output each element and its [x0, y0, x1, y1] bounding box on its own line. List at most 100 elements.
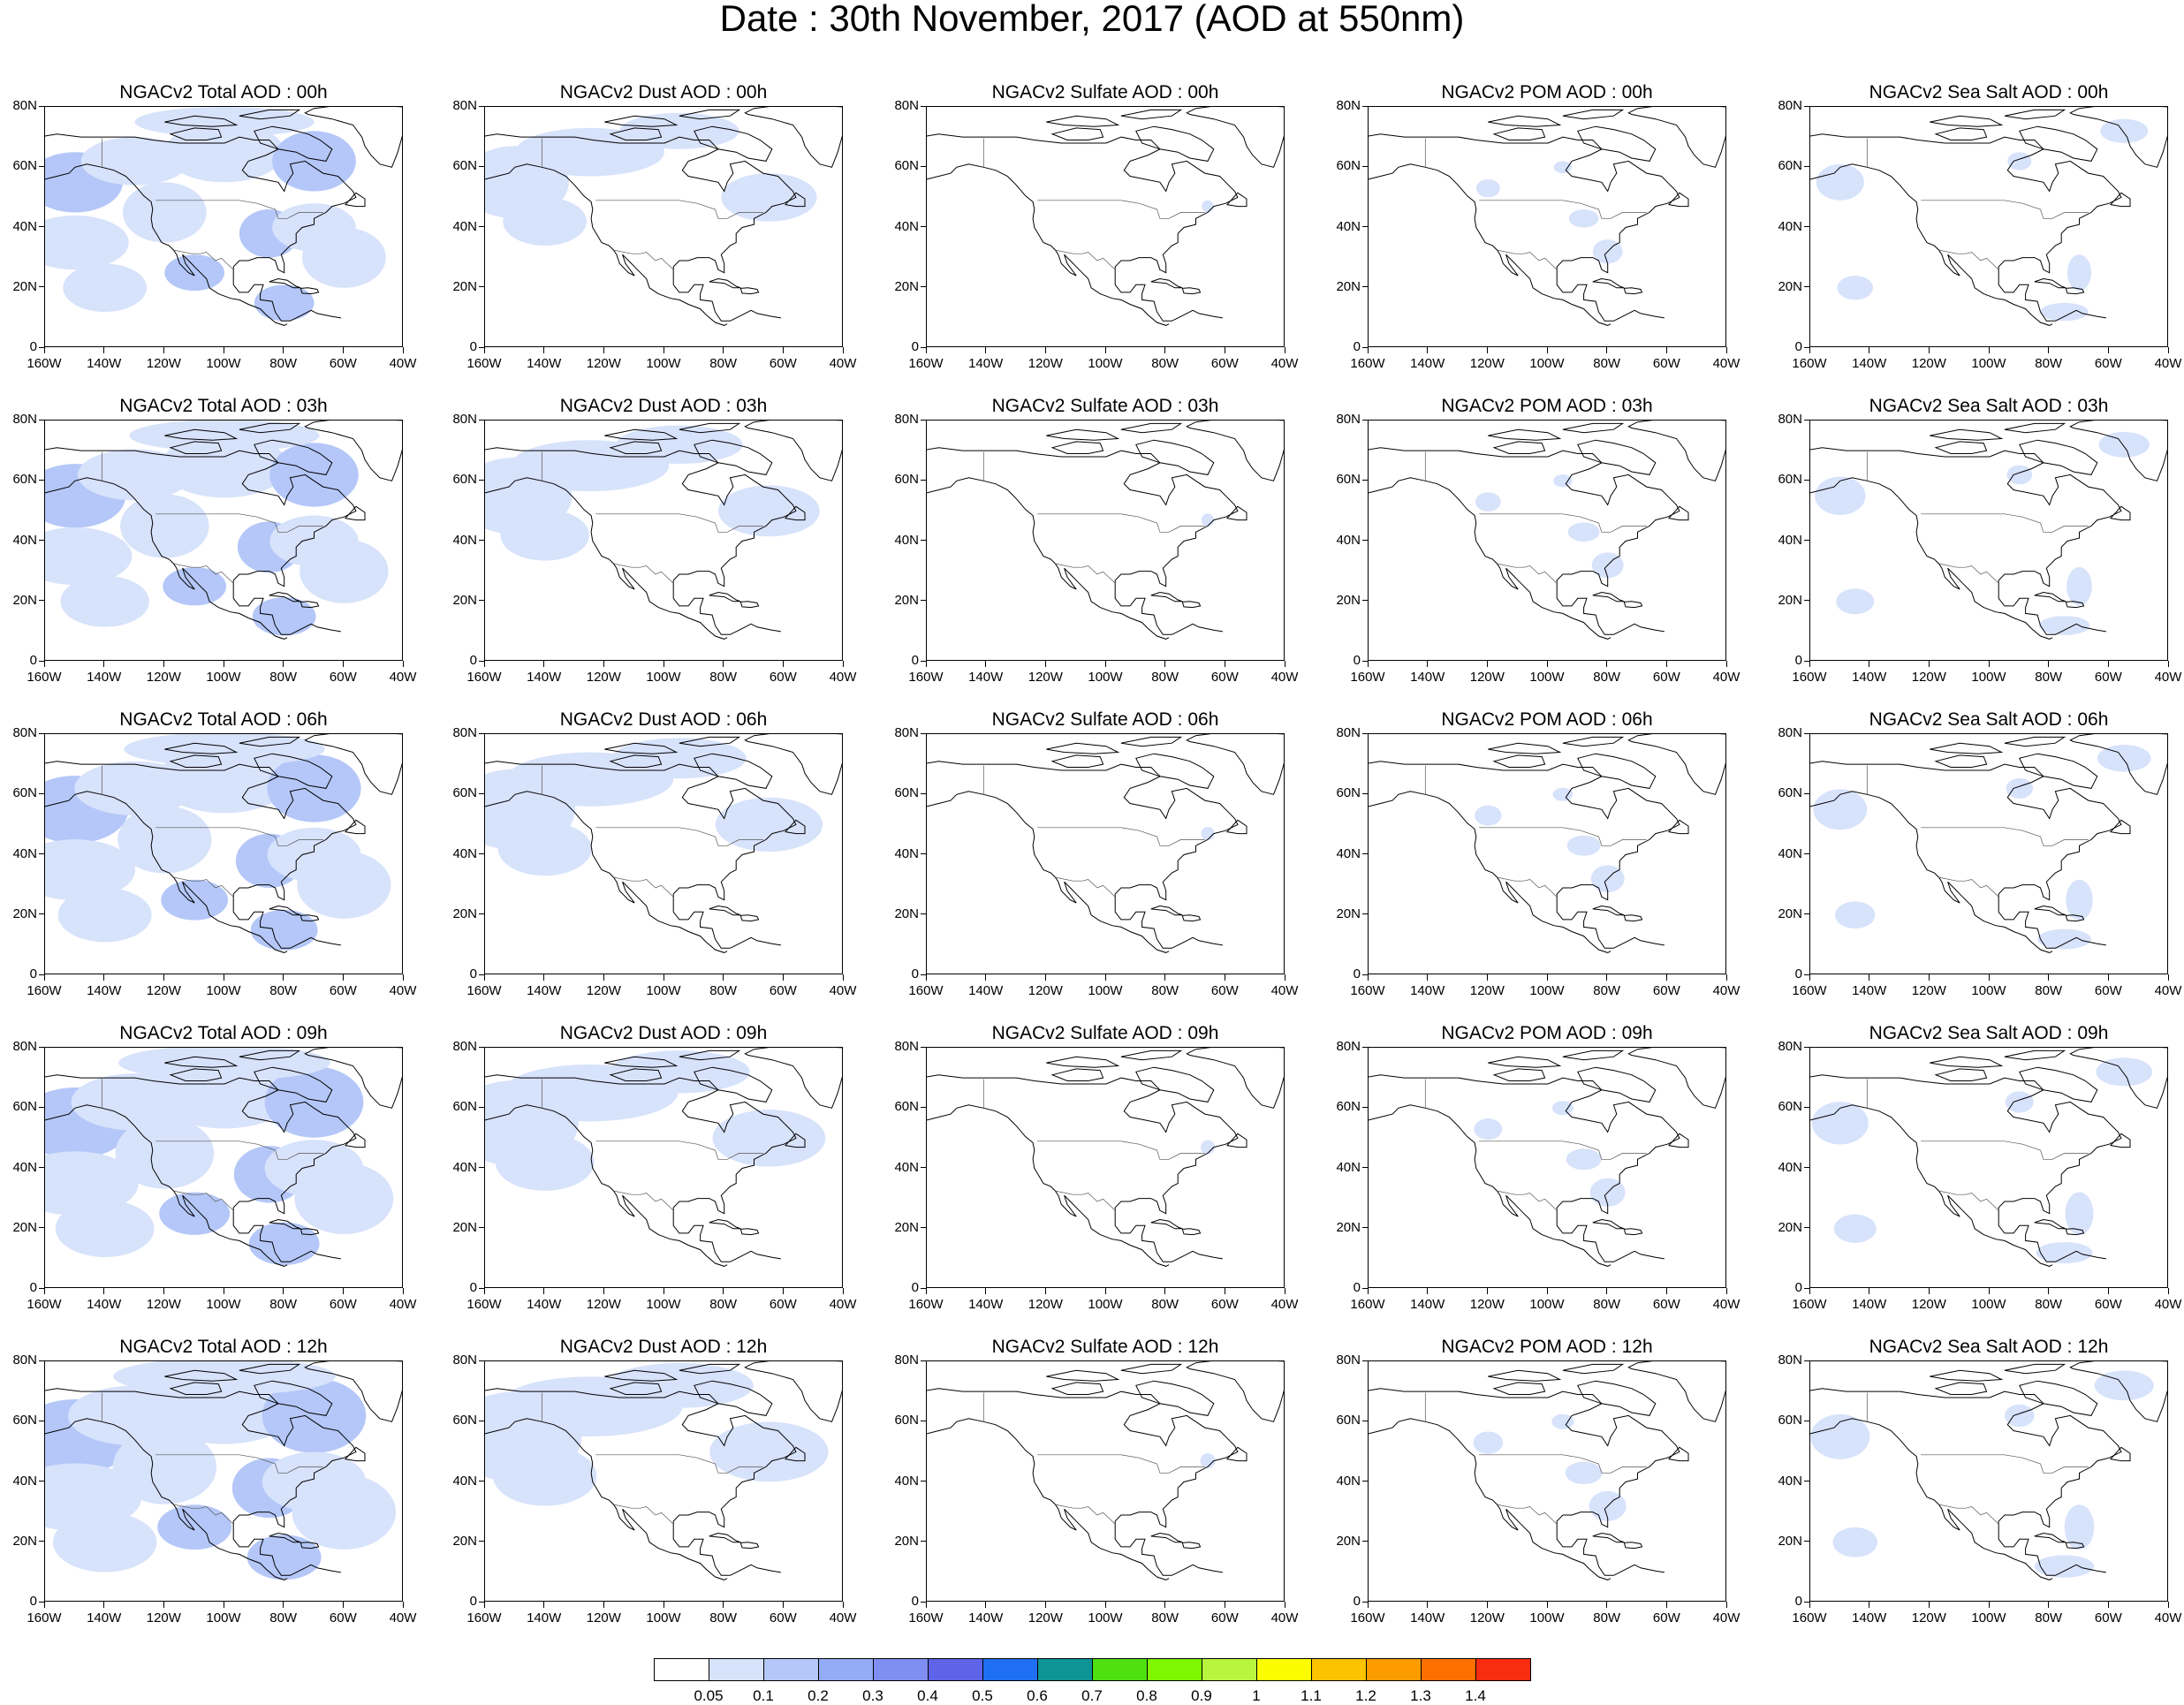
coastline — [269, 905, 301, 916]
y-tick-mark — [479, 1046, 484, 1048]
coastline — [2019, 753, 2098, 789]
panel-pom-09h-map-svg — [1369, 1048, 1725, 1267]
y-tick-mark — [1804, 1287, 1809, 1289]
x-tick-mark — [543, 347, 545, 353]
coastline — [485, 133, 797, 322]
aod-shading — [1475, 492, 1501, 512]
x-tick-mark — [1367, 974, 1369, 981]
y-tick-label: 40N — [452, 1473, 477, 1489]
aod-shading — [1551, 1101, 1574, 1116]
aod-shading — [605, 1362, 754, 1408]
aod-shading — [1201, 826, 1215, 841]
x-tick-label: 60W — [769, 1610, 797, 1625]
panel-total-09h-map-svg — [45, 1048, 402, 1267]
x-tick-label: 80W — [2035, 983, 2063, 998]
coastline — [1050, 1382, 1104, 1395]
y-tick-mark — [39, 732, 44, 734]
colorbar-label: 0.4 — [917, 1687, 938, 1704]
y-tick-label: 80N — [1778, 1353, 1802, 1368]
coastline — [604, 1369, 679, 1382]
x-tick-label: 80W — [2035, 356, 2063, 371]
coastline — [485, 791, 728, 953]
panel-sulfate-03h-map — [926, 420, 1285, 661]
y-tick-mark — [921, 660, 926, 662]
panel-dust-09h-title: NGACv2 Dust AOD : 09h — [559, 1023, 768, 1043]
country-border — [155, 1140, 323, 1160]
panel-pom-00h-map-svg — [1369, 107, 1725, 326]
panel-dust-12h-map-svg — [485, 1361, 842, 1580]
coastline — [2110, 505, 2131, 521]
x-tick-label: 160W — [908, 670, 944, 685]
x-tick-mark — [1367, 1288, 1369, 1294]
coastline — [604, 1056, 679, 1068]
panel-total-03h-title: NGACv2 Total AOD : 03h — [119, 396, 328, 416]
y-tick-label: 20N — [894, 592, 919, 608]
x-tick-label: 40W — [389, 1297, 417, 1312]
aod-shading — [1568, 209, 1599, 228]
y-tick-label: 20N — [1778, 1533, 1802, 1549]
y-tick-label: 80N — [12, 1039, 37, 1054]
coastline — [1050, 441, 1104, 454]
aod-shading — [1811, 1102, 1869, 1145]
colorbar-label: 1 — [1252, 1687, 1261, 1704]
x-tick-mark — [1164, 1288, 1166, 1294]
panel-pom-12h-title: NGACv2 POM AOD : 12h — [1441, 1337, 1653, 1357]
x-tick-label: 120W — [1028, 1297, 1063, 1312]
x-tick-label: 100W — [1088, 356, 1123, 371]
x-tick-mark — [842, 974, 844, 981]
y-tick-mark — [39, 419, 44, 421]
x-tick-mark — [103, 974, 105, 981]
y-tick-label: 40N — [894, 218, 919, 234]
coastline — [609, 754, 663, 768]
coastline — [1050, 127, 1104, 140]
aod-shading — [1813, 789, 1868, 830]
coastline — [2069, 1048, 2167, 1109]
x-tick-label: 120W — [586, 670, 621, 685]
x-tick-label: 40W — [2154, 1610, 2182, 1625]
coastline — [485, 1074, 797, 1262]
x-tick-mark — [603, 1288, 604, 1294]
x-tick-mark — [1809, 974, 1810, 981]
y-tick-label: 40N — [1336, 532, 1361, 548]
x-tick-mark — [483, 347, 485, 353]
x-tick-label: 80W — [1151, 983, 1179, 998]
coastline — [1186, 421, 1284, 481]
y-tick-label: 0 — [1794, 1280, 1802, 1295]
coastline — [345, 819, 366, 835]
x-tick-label: 40W — [389, 1610, 417, 1625]
y-tick-mark — [921, 1601, 926, 1603]
colorbar-label: 0.8 — [1136, 1687, 1157, 1704]
x-tick-mark — [43, 974, 45, 981]
coastline — [1135, 753, 1215, 789]
x-tick-mark — [103, 1288, 105, 1294]
aod-shading — [1474, 1118, 1503, 1140]
x-tick-label: 120W — [146, 983, 181, 998]
panel-seasalt-06h-title: NGACv2 Sea Salt AOD : 06h — [1869, 709, 2109, 730]
y-tick-label: 40N — [894, 845, 919, 861]
colorbar-label: 0.9 — [1191, 1687, 1212, 1704]
coastline — [679, 1363, 741, 1375]
y-tick-label: 0 — [911, 653, 919, 668]
x-tick-mark — [483, 974, 485, 981]
x-tick-mark — [402, 347, 404, 353]
colorbar-label: 1.3 — [1410, 1687, 1431, 1704]
coastline — [927, 163, 1170, 326]
coastline — [1592, 591, 1625, 602]
coastline — [1186, 1048, 1284, 1109]
x-tick-mark — [163, 1602, 164, 1608]
aod-shading — [2006, 465, 2033, 485]
coastline — [2069, 1361, 2167, 1422]
x-tick-label: 40W — [1270, 1610, 1299, 1625]
x-tick-label: 160W — [1792, 983, 1827, 998]
x-tick-label: 120W — [1028, 983, 1063, 998]
x-tick-label: 140W — [1410, 356, 1445, 371]
y-tick-label: 0 — [29, 1594, 37, 1609]
x-tick-label: 60W — [1210, 1297, 1239, 1312]
country-border — [1479, 513, 1647, 533]
y-tick-label: 80N — [1778, 725, 1802, 740]
y-tick-mark — [1362, 1287, 1368, 1289]
aod-shading — [1201, 513, 1215, 527]
y-tick-label: 20N — [1336, 1219, 1361, 1235]
aod-shading — [715, 797, 823, 852]
colorbar-box — [1366, 1658, 1422, 1681]
